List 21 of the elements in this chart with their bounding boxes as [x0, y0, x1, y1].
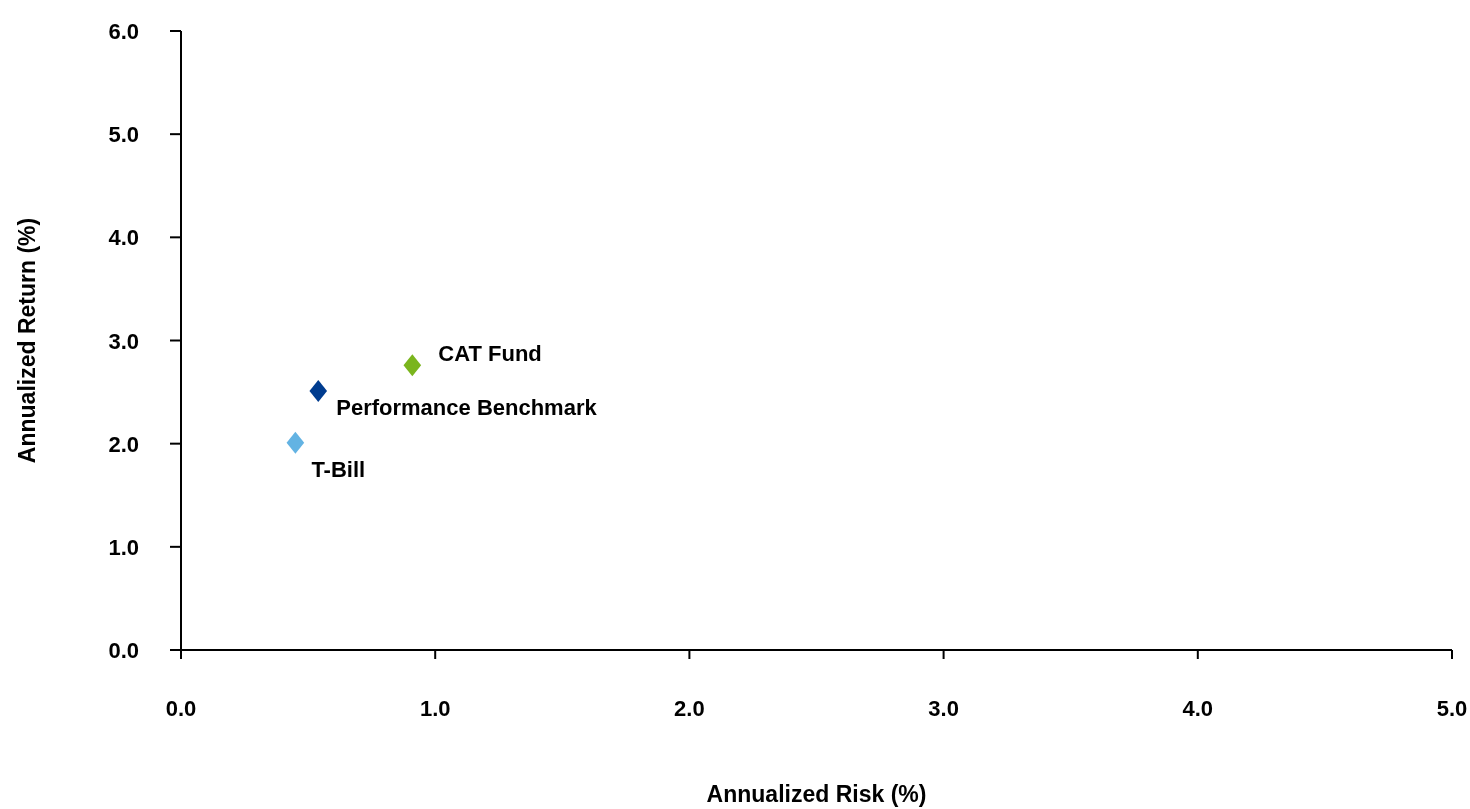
- y-axis-title: Annualized Return (%): [14, 217, 40, 464]
- point: [403, 354, 422, 377]
- x-tick-label: 1.0: [419, 696, 451, 721]
- y-tick-label: 2.0: [108, 431, 139, 457]
- series-label: Performance Benchmark: [336, 395, 598, 421]
- y-tick-label: 6.0: [108, 19, 139, 44]
- y-tick-label: 1.0: [108, 534, 139, 560]
- x-tick-label: 2.0: [674, 696, 705, 721]
- x-tick-label: 4.0: [1182, 696, 1214, 721]
- series-label: CAT Fund: [438, 341, 542, 367]
- x-tick-label: 3.0: [928, 696, 959, 721]
- x-axis-title: Annualized Risk (%): [706, 781, 927, 807]
- x-tick-label: 5.0: [1436, 696, 1468, 721]
- y-tick-label: 4.0: [108, 225, 139, 251]
- point: [309, 380, 328, 403]
- point: [286, 431, 305, 454]
- y-tick-label: 5.0: [108, 122, 139, 148]
- x-tick-label: 0.0: [165, 696, 197, 721]
- series-label: T-Bill: [311, 456, 366, 482]
- y-tick-label: 0.0: [108, 638, 139, 663]
- y-tick-label: 3.0: [108, 328, 139, 354]
